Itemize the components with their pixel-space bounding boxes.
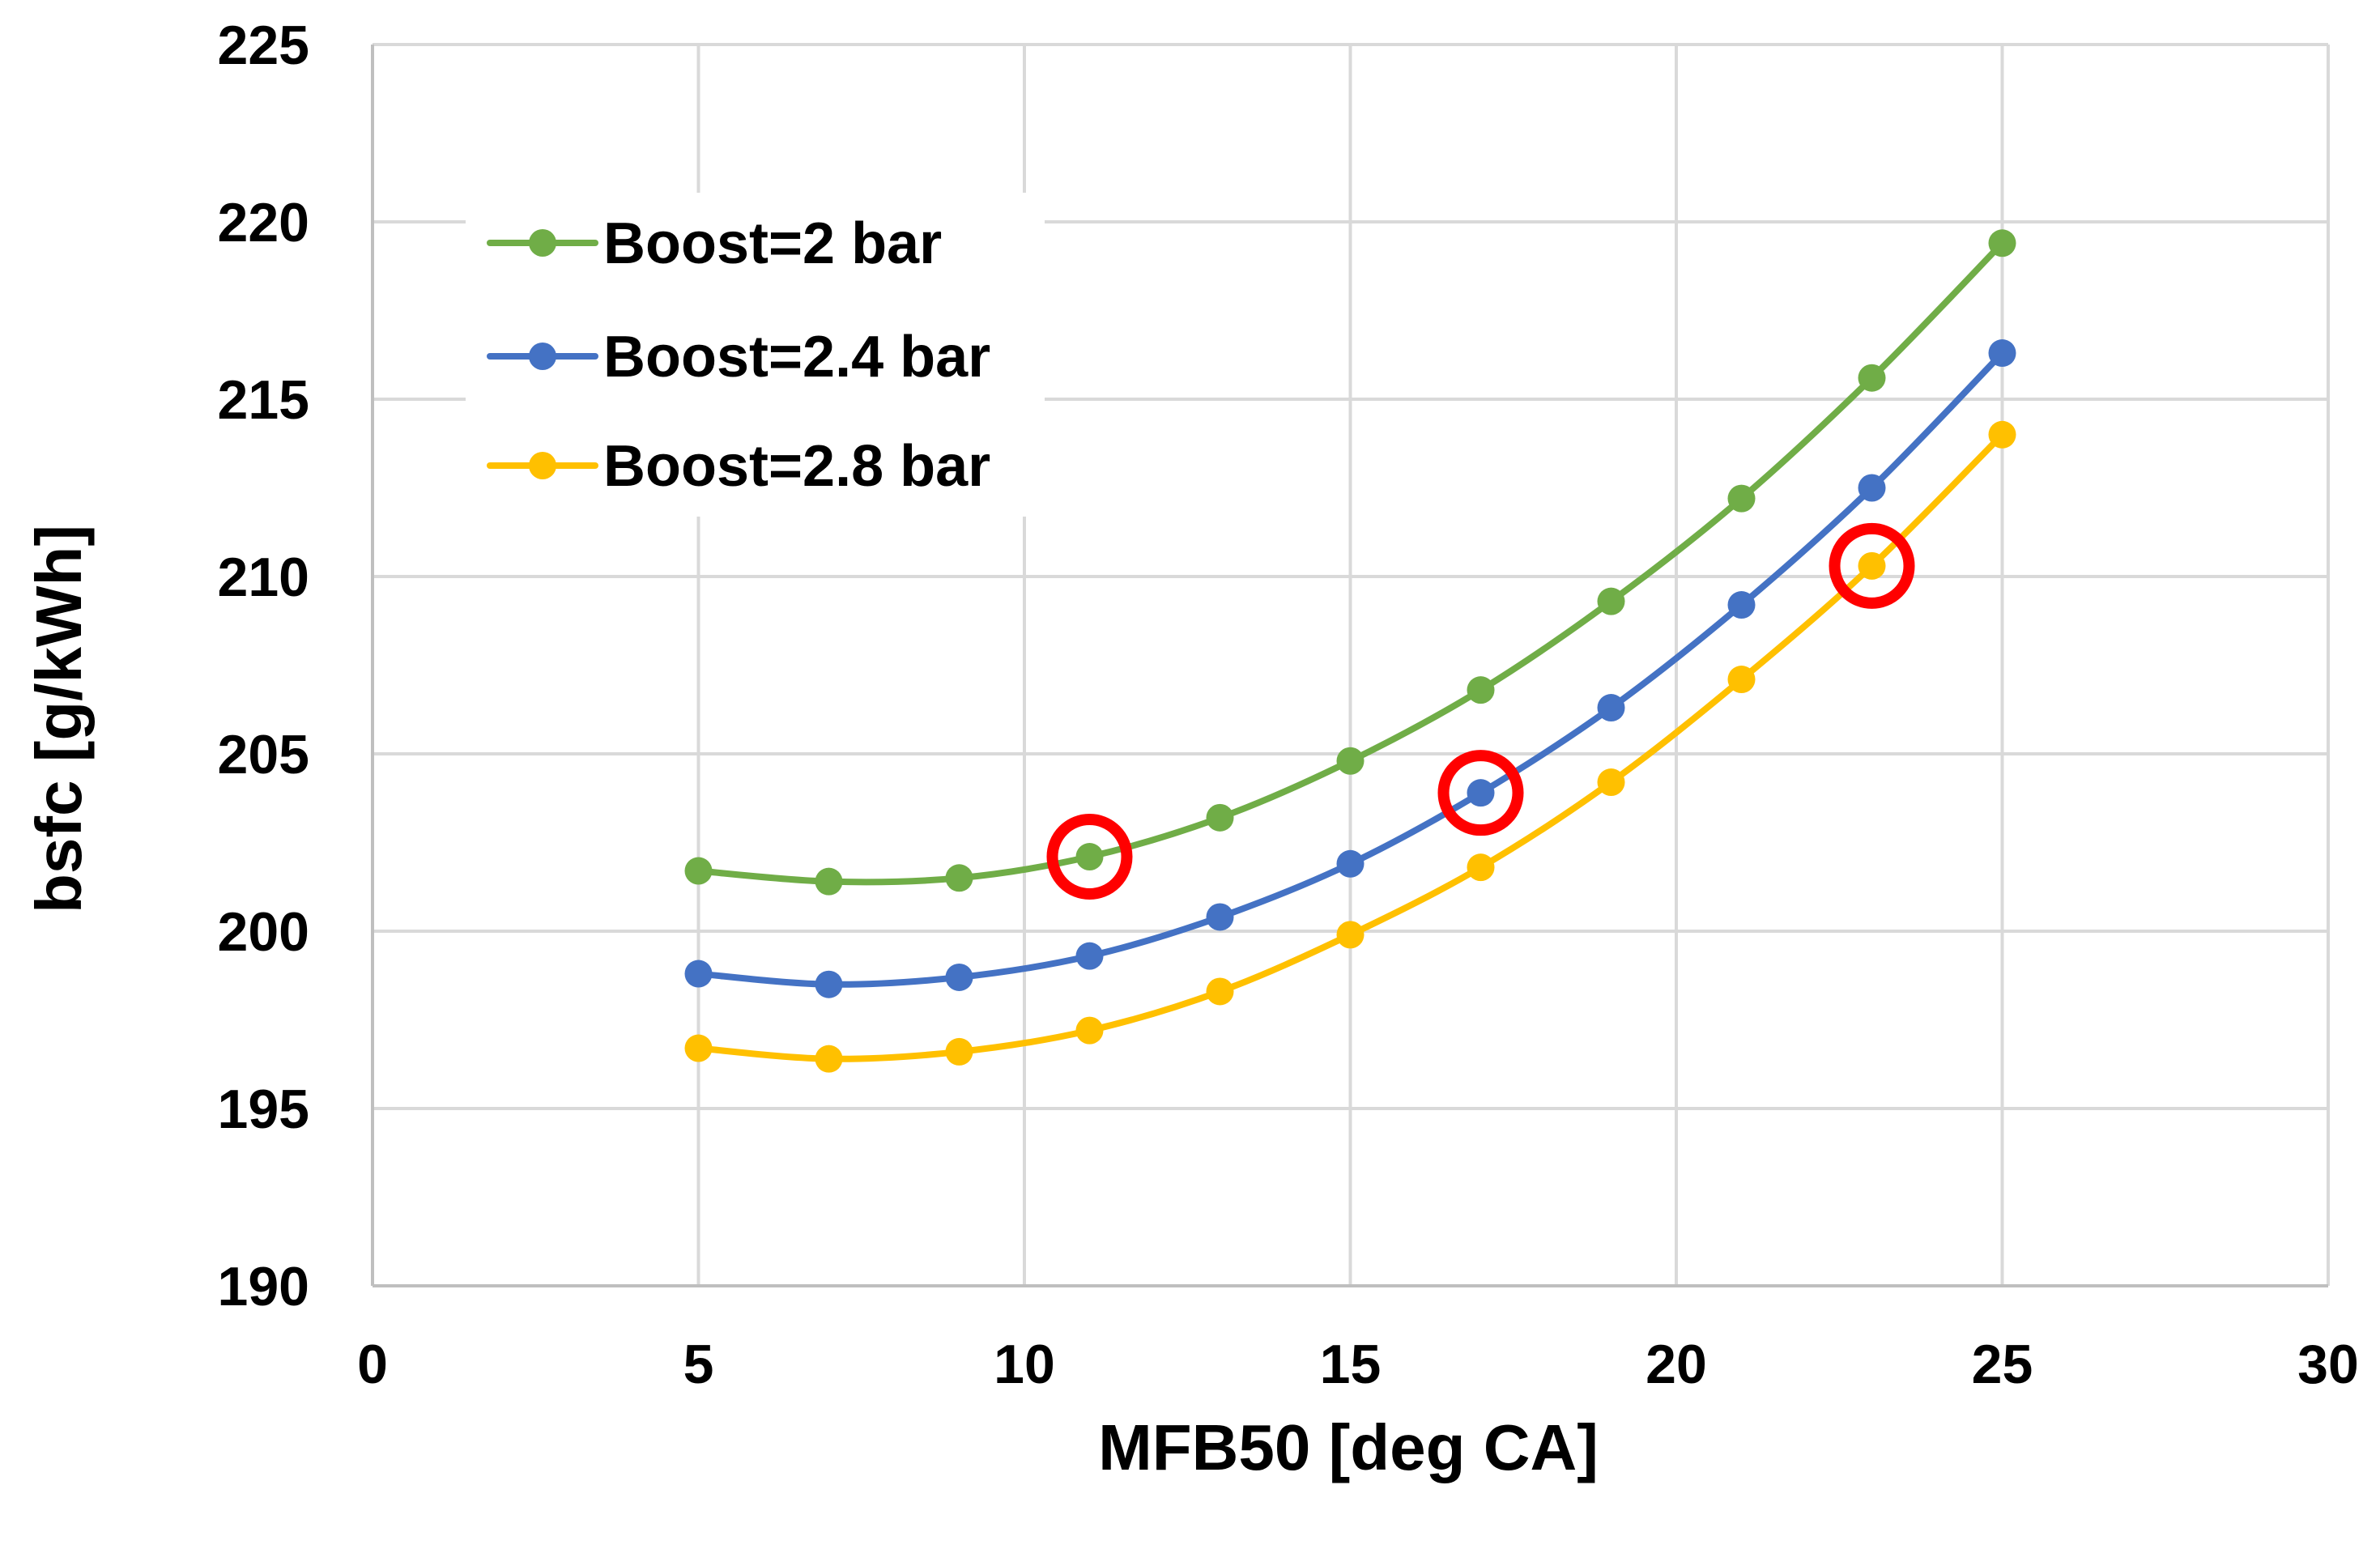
- data-point: [1988, 229, 2016, 257]
- series-line: [698, 351, 2005, 988]
- data-point: [684, 1034, 713, 1062]
- data-point: [1075, 843, 1104, 871]
- y-tick-label: 210: [218, 547, 309, 608]
- data-point: [1336, 849, 1365, 878]
- x-tick-label: 15: [1320, 1334, 1382, 1395]
- x-tick-label: 30: [2297, 1334, 2359, 1395]
- data-point: [1336, 747, 1365, 775]
- y-tick-label: 225: [218, 15, 309, 76]
- data-point: [684, 960, 713, 988]
- data-point: [1597, 694, 1625, 722]
- data-point: [945, 864, 973, 892]
- legend-swatch-marker: [529, 229, 556, 257]
- series-line: [698, 432, 2005, 1062]
- y-tick-label: 215: [218, 369, 309, 431]
- y-tick-label: 190: [218, 1256, 309, 1317]
- data-point: [1597, 768, 1625, 797]
- data-point: [1858, 551, 1886, 580]
- series-line: [698, 240, 2005, 886]
- data-point: [1467, 853, 1495, 882]
- legend-entry-boost-2-8: Boost=2.8 bar: [487, 434, 990, 499]
- legend-entry-boost-2-4: Boost=2.4 bar: [487, 325, 990, 389]
- x-tick-label: 20: [1646, 1334, 1707, 1395]
- series-boost-2-bar: [684, 229, 2016, 896]
- highlight-circle: [1829, 522, 1915, 609]
- data-point: [1858, 364, 1886, 392]
- series-boost-2-8-bar: [684, 420, 2016, 1073]
- data-point: [1075, 942, 1104, 970]
- data-point: [1336, 921, 1365, 949]
- data-point: [945, 963, 973, 991]
- y-tick-label: 220: [218, 192, 309, 253]
- data-point: [1858, 474, 1886, 502]
- legend-label: Boost=2 bar: [603, 211, 942, 276]
- legend-label: Boost=2.4 bar: [603, 325, 990, 389]
- x-tick-label: 5: [683, 1334, 714, 1395]
- data-point: [815, 970, 843, 998]
- legend: Boost=2 bar Boost=2.4 bar Boost=2.8 bar: [466, 193, 1045, 517]
- data-point: [1988, 339, 2016, 368]
- data-point: [945, 1037, 973, 1066]
- data-point: [1075, 1016, 1104, 1045]
- series-boost-2-4-bar: [684, 339, 2016, 998]
- data-point: [1727, 591, 1756, 619]
- y-axis-title: bsfc [g/kWh]: [23, 525, 95, 913]
- data-point: [1206, 803, 1234, 832]
- data-point: [815, 1045, 843, 1073]
- data-point: [1467, 779, 1495, 807]
- data-point: [815, 867, 843, 896]
- data-series: [684, 229, 2016, 1073]
- x-tick-label: 0: [357, 1334, 388, 1395]
- x-tick-label: 25: [1972, 1334, 2033, 1395]
- axes: [371, 45, 2328, 1287]
- x-tick-label: 10: [994, 1334, 1055, 1395]
- y-tick-label: 195: [218, 1079, 309, 1140]
- data-point: [1727, 484, 1756, 513]
- legend-swatch-marker: [529, 343, 556, 370]
- legend-swatch-marker: [529, 452, 556, 479]
- legend-label: Boost=2.8 bar: [603, 434, 990, 499]
- data-point: [1597, 587, 1625, 615]
- tick-labels: 190 195 200 205 210 215 220 225 0 5 10 15 20 25 30: [218, 15, 2359, 1395]
- legend-entry-boost-2: Boost=2 bar: [487, 211, 942, 276]
- data-point: [1988, 420, 2016, 449]
- data-point: [1206, 903, 1234, 931]
- data-point: [1467, 676, 1495, 704]
- highlight-circles: [1046, 522, 1915, 900]
- y-tick-label: 205: [218, 724, 309, 785]
- y-tick-label: 200: [218, 901, 309, 963]
- data-point: [1727, 666, 1756, 694]
- x-axis-title: MFB50 [deg CA]: [1098, 1411, 1599, 1483]
- highlight-circle: [1046, 814, 1133, 900]
- highlight-circle: [1437, 750, 1524, 836]
- data-point: [1206, 977, 1234, 1006]
- data-point: [684, 857, 713, 885]
